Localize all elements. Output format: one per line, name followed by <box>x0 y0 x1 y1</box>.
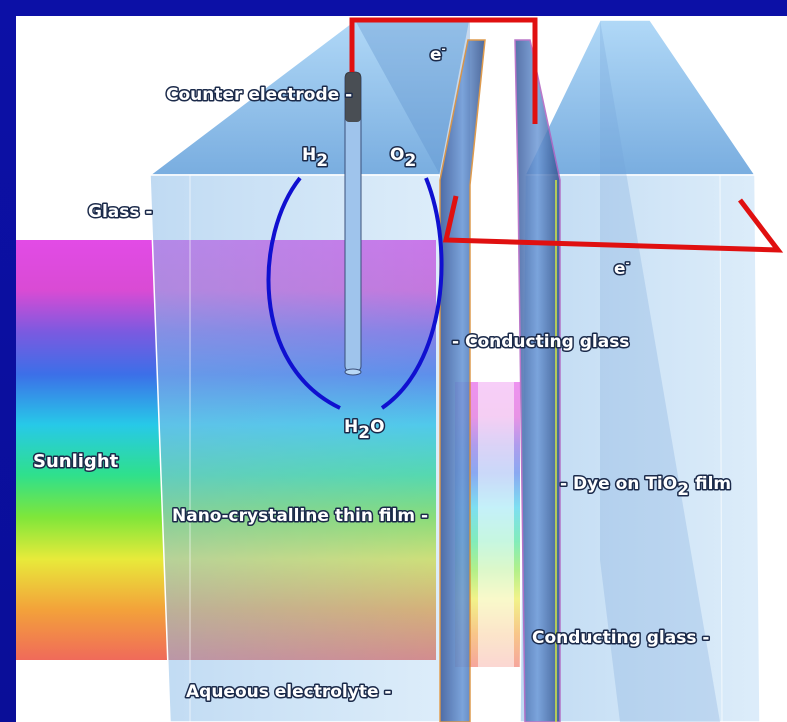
left-glass-front-face <box>149 174 441 722</box>
glass-edge-line <box>719 174 723 722</box>
electron-top-label: e- <box>430 44 446 65</box>
diagram-canvas: Counter electrode - e- H2 O2 Glass - e- … <box>16 16 787 722</box>
conducting-glass-low-label: Conducting glass - <box>532 628 709 648</box>
h2o-label: H2O <box>344 417 385 443</box>
electron-right-label: e- <box>614 258 630 279</box>
counter-electrode-label: Counter electrode - <box>166 85 352 105</box>
dye-film-label: - Dye on TiO2 film <box>560 474 731 500</box>
o2-arc <box>380 177 444 410</box>
circuit-wire-right <box>442 195 784 253</box>
right-glass-top-face <box>523 19 757 176</box>
o2-label: O2 <box>390 145 416 171</box>
conducting-glass-plate-right <box>514 39 561 722</box>
h2-label: H2 <box>302 145 328 171</box>
conducting-glass-mid-label: - Conducting glass <box>452 332 629 352</box>
nano-film-label: Nano-crystalline thin film - <box>172 506 428 526</box>
h2-arc <box>266 176 341 410</box>
cell-gap <box>478 185 514 722</box>
circuit-wire-top <box>349 17 538 124</box>
counter-electrode-cap <box>345 72 361 122</box>
sunlight-label: Sunlight <box>33 451 119 472</box>
dye-solar-cell-diagram: Counter electrode - e- H2 O2 Glass - e- … <box>16 17 784 722</box>
aqueous-electrolyte-label: Aqueous electrolyte - <box>186 682 391 702</box>
right-glass-inner-face <box>600 20 720 722</box>
right-glass-front-face <box>519 174 761 722</box>
glass-label: Glass - <box>88 202 152 222</box>
counter-electrode-tip <box>344 368 362 376</box>
